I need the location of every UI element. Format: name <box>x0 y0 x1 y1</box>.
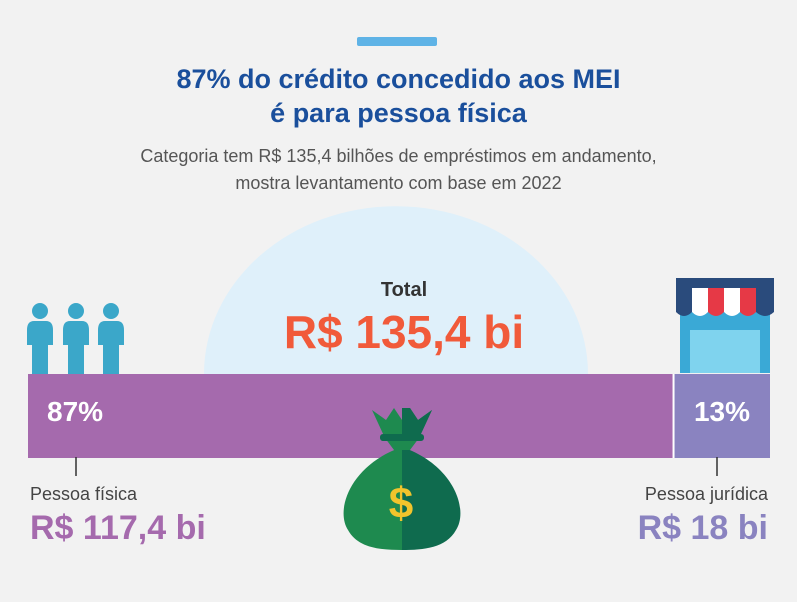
accent-bar <box>357 37 437 46</box>
bar-segment-pessoa-juridica <box>673 374 770 458</box>
bar-segment-pessoa-fisica <box>28 374 674 458</box>
bar-label-pessoa-juridica: 13% <box>694 396 750 427</box>
category-label-pessoa-juridica: Pessoa jurídica <box>645 484 769 504</box>
value-label-pessoa-fisica: R$ 117,4 bi <box>30 509 206 547</box>
category-label-pessoa-fisica: Pessoa física <box>30 484 138 504</box>
money-bag-icon: $ <box>343 408 461 550</box>
subtitle-line-2: mostra levantamento com base em 2022 <box>235 173 562 193</box>
person-figure <box>63 303 89 374</box>
subtitle-line-1: Categoria tem R$ 135,4 bilhões de emprés… <box>140 146 657 166</box>
dome-background <box>204 206 588 374</box>
dollar-sign: $ <box>389 479 413 528</box>
title-line-2: é para pessoa física <box>270 98 527 128</box>
person-figure <box>27 303 53 374</box>
bar-label-pessoa-fisica: 87% <box>47 396 103 427</box>
stacked-bar <box>28 374 770 458</box>
page-title: 87% do crédito concedido aos MEI é para … <box>0 62 797 130</box>
total-value: R$ 135,4 bi <box>284 306 524 358</box>
store-icon <box>676 278 774 373</box>
value-label-pessoa-juridica: R$ 18 bi <box>638 509 768 547</box>
people-icon <box>27 303 124 374</box>
person-figure <box>98 303 124 374</box>
subtitle: Categoria tem R$ 135,4 bilhões de emprés… <box>0 143 797 197</box>
total-label: Total <box>381 279 427 301</box>
title-line-1: 87% do crédito concedido aos MEI <box>176 64 621 94</box>
